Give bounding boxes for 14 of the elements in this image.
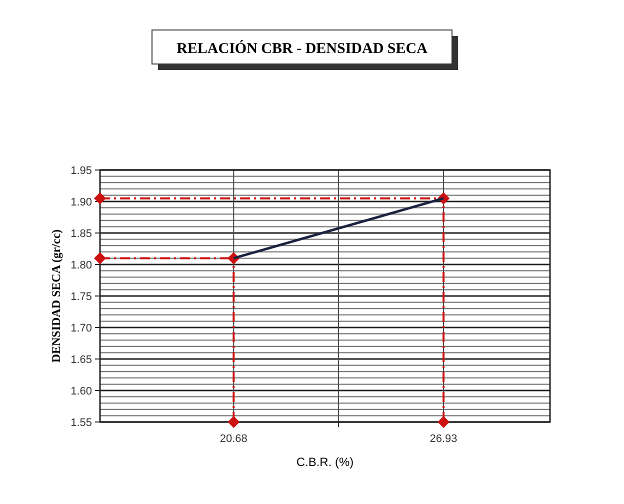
y-axis-title: DENSIDAD SECA (gr/cc): [49, 229, 63, 363]
y-tick-label: 1.55: [70, 417, 92, 429]
x-tick-label: 20.68: [220, 433, 248, 445]
x-tick-label: 26.93: [430, 433, 458, 445]
y-tick-label: 1.75: [70, 291, 92, 303]
x-axis-title: C.B.R. (%): [296, 455, 354, 469]
y-tick-label: 1.90: [70, 196, 92, 208]
y-tick-label: 1.70: [70, 322, 92, 334]
y-tick-label: 1.95: [70, 165, 92, 177]
y-tick-label: 1.85: [70, 228, 92, 240]
y-tick-label: 1.65: [70, 354, 92, 366]
y-tick-label: 1.60: [70, 386, 92, 398]
chart-title: RELACIÓN CBR - DENSIDAD SECA: [176, 40, 428, 57]
y-tick-label: 1.80: [70, 260, 92, 272]
